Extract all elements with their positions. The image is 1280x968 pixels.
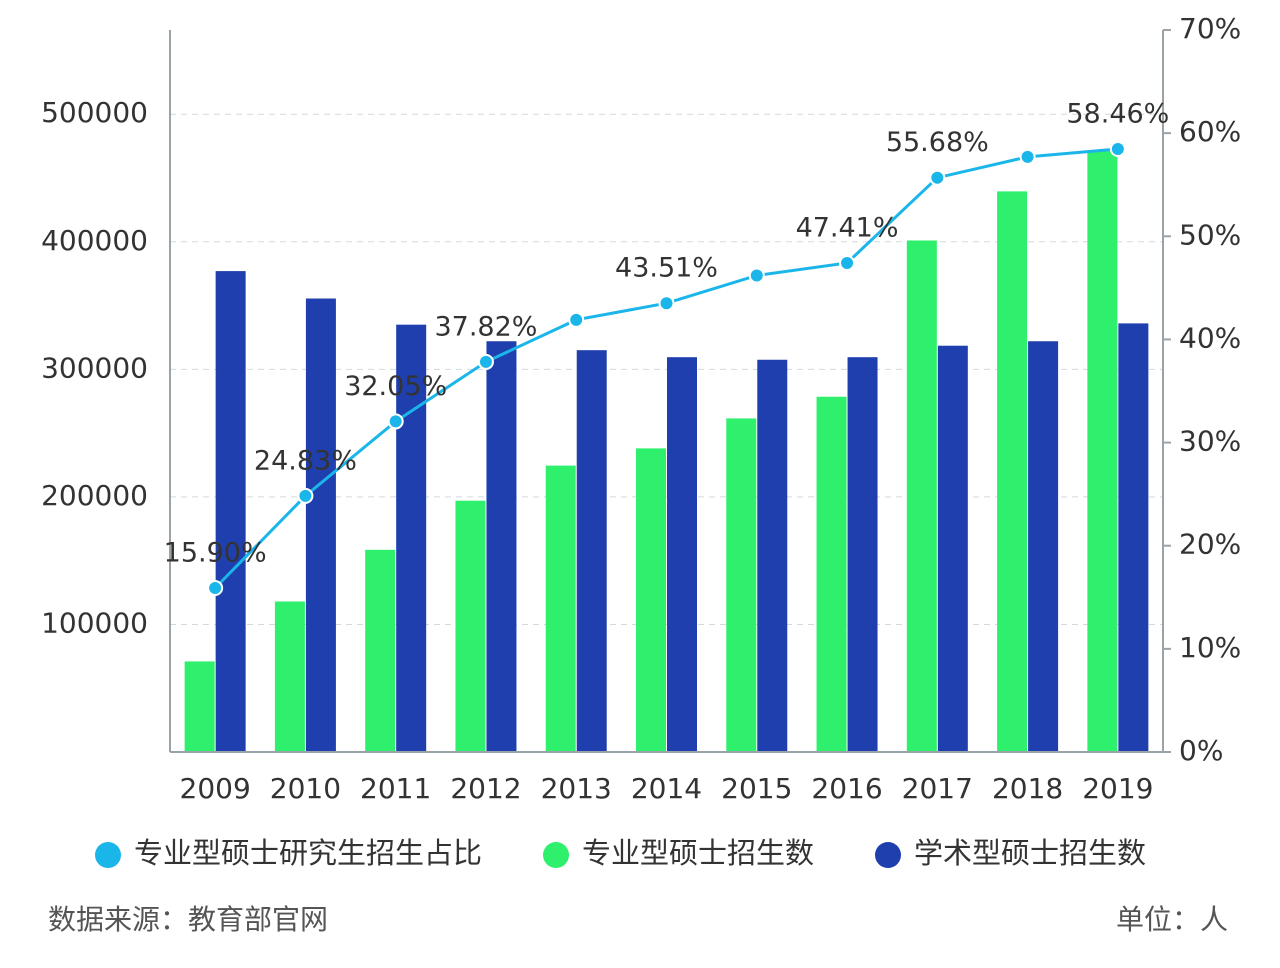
data-label: 58.46% [1066, 99, 1169, 130]
x-tick-label: 2013 [541, 772, 612, 805]
x-tick-label: 2009 [180, 772, 251, 805]
line-point [839, 254, 856, 271]
y2-tick-label: 50% [1179, 218, 1241, 251]
line-point [207, 580, 224, 597]
bar [906, 240, 937, 752]
bar [1118, 323, 1149, 752]
bar [576, 350, 607, 752]
data-label: 37.82% [434, 311, 537, 342]
bar [757, 359, 788, 752]
y-tick-label: 100000 [41, 606, 148, 639]
data-label: 15.90% [164, 538, 267, 569]
x-tick-label: 2017 [902, 772, 973, 805]
data-label: 32.05% [344, 371, 447, 402]
legend-marker [95, 842, 121, 868]
legend-marker [875, 842, 901, 868]
line-point [568, 311, 585, 328]
legend-label: 专业型硕士研究生招生占比 [134, 836, 482, 870]
y-tick-label: 500000 [41, 96, 148, 129]
x-tick-label: 2012 [450, 772, 521, 805]
bar [847, 357, 878, 752]
data-label: 43.51% [615, 253, 718, 284]
bar [365, 549, 396, 752]
y-tick-label: 300000 [41, 351, 148, 384]
bar [396, 324, 427, 752]
y-tick-label: 200000 [41, 479, 148, 512]
line-point [929, 169, 946, 186]
bar [667, 357, 697, 752]
line-point [658, 295, 675, 312]
bar [1028, 341, 1059, 752]
bar [184, 661, 215, 752]
x-tick-label: 2015 [721, 772, 792, 805]
x-tick-label: 2011 [360, 772, 431, 805]
line-point [1109, 141, 1126, 158]
bar [997, 191, 1028, 752]
data-label: 55.68% [886, 127, 989, 158]
y-tick-label: 400000 [41, 224, 148, 257]
y2-tick-label: 60% [1179, 115, 1241, 148]
x-tick-label: 2016 [811, 772, 882, 805]
bar [305, 298, 336, 752]
bar [636, 448, 666, 752]
y2-tick-label: 40% [1179, 321, 1241, 354]
line-point [387, 413, 404, 430]
legend-label: 专业型硕士招生数 [582, 836, 814, 870]
x-tick-label: 2010 [270, 772, 341, 805]
line-point [1019, 148, 1036, 165]
bar [455, 500, 486, 752]
y2-tick-label: 10% [1179, 631, 1241, 664]
bar [816, 396, 847, 752]
y2-tick-label: 0% [1179, 734, 1223, 767]
y2-tick-label: 30% [1179, 425, 1241, 458]
unit-note: 单位：人 [1116, 903, 1228, 936]
line-point [477, 353, 494, 370]
line [214, 147, 1118, 590]
legend-marker [543, 842, 569, 868]
x-tick-label: 2014 [631, 772, 702, 805]
y2-tick-label: 70% [1179, 12, 1241, 45]
bar [215, 271, 246, 752]
line-point [297, 487, 314, 504]
bar [726, 418, 757, 752]
bar [545, 465, 576, 752]
x-tick-label: 2019 [1082, 772, 1153, 805]
data-label: 24.83% [254, 445, 357, 476]
data-label: 47.41% [796, 212, 899, 243]
legend-label: 学术型硕士招生数 [914, 836, 1146, 870]
x-tick-label: 2018 [992, 772, 1063, 805]
source-note: 数据来源：教育部官网 [48, 903, 328, 936]
bar [1087, 151, 1118, 753]
bar [937, 345, 968, 752]
bar [486, 341, 517, 752]
bar [274, 601, 305, 752]
y2-tick-label: 20% [1179, 528, 1241, 561]
line-point [748, 267, 765, 284]
